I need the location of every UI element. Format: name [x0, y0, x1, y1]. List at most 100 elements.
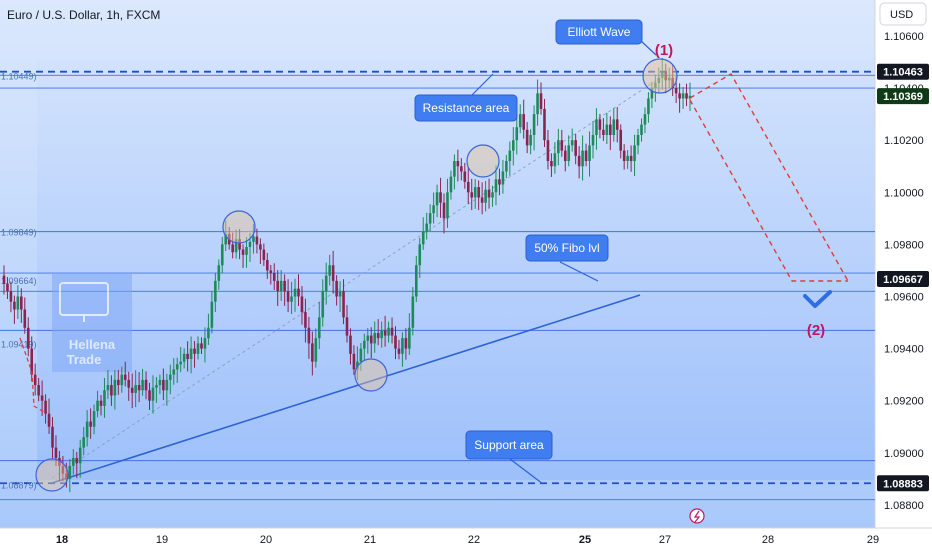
y-tick-label: 1.09600 [884, 292, 924, 304]
candle-body [286, 291, 290, 302]
candle-body [238, 239, 241, 250]
candle-body [68, 465, 72, 479]
candle-body [678, 93, 681, 99]
fibo-text: 50% Fibo lvl [534, 241, 599, 255]
pivot-circle-low-2[interactable] [354, 358, 388, 392]
callout-box [555, 19, 643, 45]
candle-body [224, 233, 228, 245]
candle-body [546, 140, 550, 162]
candle-body [647, 98, 650, 115]
candle-body [563, 150, 567, 162]
candle-body [269, 270, 273, 274]
candle-body [567, 145, 571, 162]
watermark-line2: Trade [67, 352, 102, 367]
x-tick-label: 22 [468, 534, 480, 546]
candle-body [165, 379, 169, 391]
candle-body [130, 387, 134, 393]
candle-body [591, 134, 595, 146]
candle-body [421, 231, 425, 245]
candle-body [404, 338, 408, 349]
edge-label: 1.09664) [1, 276, 37, 286]
candle-body [498, 179, 501, 185]
uptrend-line[interactable] [51, 294, 641, 484]
y-tick-label: 1.09800 [884, 239, 924, 251]
price-label-box [877, 271, 929, 288]
candle-body [380, 330, 383, 339]
candle-body [553, 153, 557, 167]
candle-body [210, 301, 214, 328]
resistance-callout[interactable]: Resistance area [414, 73, 518, 122]
candle-body [581, 150, 584, 167]
candle-body [501, 171, 505, 185]
pivot-circle-high-1[interactable] [222, 210, 256, 244]
watermark-box [52, 274, 132, 372]
candle-body [259, 244, 262, 250]
candle-body [480, 197, 484, 203]
candle-body [557, 140, 560, 154]
candle-body [650, 88, 654, 99]
candle-body [151, 387, 155, 401]
candle-body [113, 379, 117, 396]
candle-body [283, 280, 286, 292]
candle-body [234, 239, 238, 253]
candle-body [394, 335, 397, 349]
candle-body [241, 249, 245, 255]
candle-body [141, 379, 144, 391]
candle-body [629, 155, 633, 162]
watermark: Hellena Trade [52, 274, 132, 372]
candle-body [317, 317, 321, 339]
x-tick-label: 20 [260, 534, 272, 546]
candle-body [331, 265, 335, 281]
support-callout[interactable]: Support area [465, 430, 553, 485]
edge-label: 1.09849) [1, 228, 37, 238]
candle-body [515, 127, 519, 141]
candle-body [449, 176, 453, 193]
candle-body [40, 395, 44, 401]
candle-body [106, 385, 110, 391]
candle-body [134, 385, 137, 393]
candle-body [137, 385, 141, 391]
candle-body [345, 317, 349, 336]
elliott-wave-callout[interactable]: Elliott Wave [555, 19, 657, 56]
candle-body [359, 348, 363, 362]
candle-body [182, 353, 186, 362]
candle-body [588, 145, 591, 162]
candle-body [685, 93, 688, 99]
pivot-circle-low[interactable] [35, 458, 69, 492]
candle-body [110, 385, 113, 396]
resistance-area-text: Resistance area [423, 101, 510, 115]
candle-body [47, 413, 51, 427]
candle-body [550, 161, 553, 167]
y-tick-label: 1.09000 [884, 448, 924, 460]
candle-body [425, 223, 428, 232]
candle-body [290, 296, 293, 302]
candle-body [473, 187, 477, 198]
projection-path[interactable] [689, 73, 849, 282]
price-label-text: 1.10463 [883, 67, 923, 79]
fibo-callout[interactable]: 50% Fibo lvl [525, 234, 609, 282]
candle-body [615, 119, 619, 130]
candle-body [387, 327, 390, 336]
candle-body [120, 374, 124, 386]
callout-pointer [469, 73, 494, 98]
y-tick-label: 1.09200 [884, 396, 924, 408]
candle-body [103, 390, 106, 406]
candle-body [681, 93, 685, 99]
candle-body [9, 291, 13, 302]
lightning-icon[interactable] [689, 508, 705, 524]
candle-body [390, 327, 394, 336]
pivot-circle-high-2[interactable] [466, 144, 500, 178]
candle-body [293, 288, 297, 297]
projection-path-2[interactable] [689, 99, 848, 282]
candle-body [342, 291, 345, 318]
pivot-circle-wave1[interactable] [642, 58, 678, 94]
candle-body [352, 353, 356, 370]
candle-body [324, 275, 328, 292]
candle-body [148, 390, 151, 401]
candle-body [71, 458, 75, 466]
currency-button[interactable]: USD [879, 2, 927, 26]
candle-body [401, 338, 404, 354]
candle-body [37, 385, 40, 396]
candle-body [494, 179, 498, 193]
